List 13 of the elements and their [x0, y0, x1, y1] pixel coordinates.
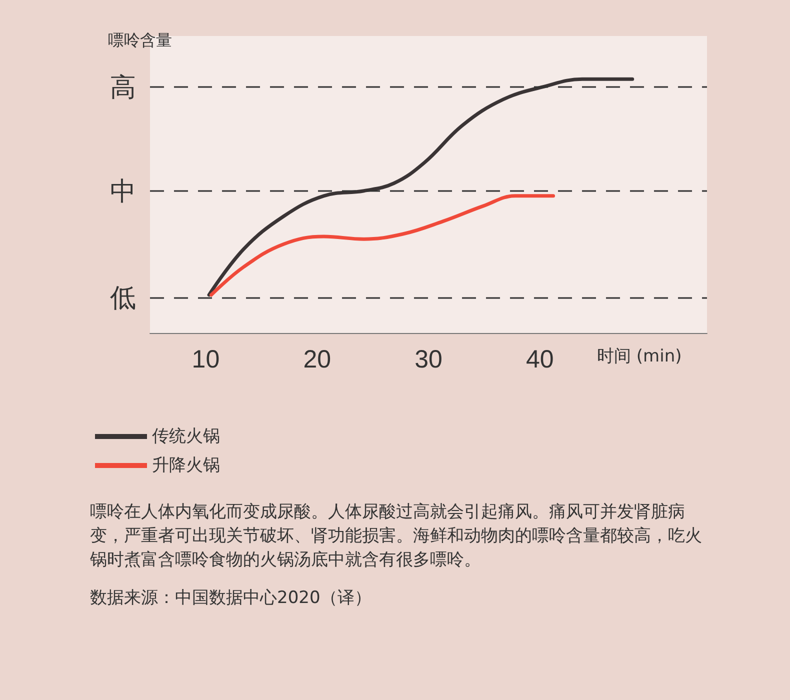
x-axis-title: 时间 (min) — [597, 346, 682, 366]
ref-line-label: 中 — [110, 176, 136, 206]
x-tick-label: 20 — [303, 346, 332, 374]
x-tick-label: 40 — [526, 346, 554, 374]
ref-line-label: 高 — [110, 72, 136, 102]
ref-line-label: 低 — [110, 282, 136, 312]
text: 嘌呤在人体内氧化而变成尿酸。人体尿酸过高就会引起痛风。痛风可并发肾脏病变，严重者可出现关节破坏、肾功能损害。海鲜和动物肉的嘌呤含量都较高，吃火锅时煮富含嘌呤食物的火锅汤底中就含有很多嘌呤。 — [90, 501, 703, 572]
x-tick-label: 10 — [192, 346, 220, 374]
legend-label: 传统火锅 — [152, 426, 220, 446]
source-note: 数据来源：中国数据中心2020（译） — [90, 587, 372, 610]
y-axis-title: 嘌呤含量 — [108, 30, 172, 50]
legend-label: 升降火锅 — [152, 456, 220, 476]
x-tick-label: 30 — [414, 346, 442, 374]
